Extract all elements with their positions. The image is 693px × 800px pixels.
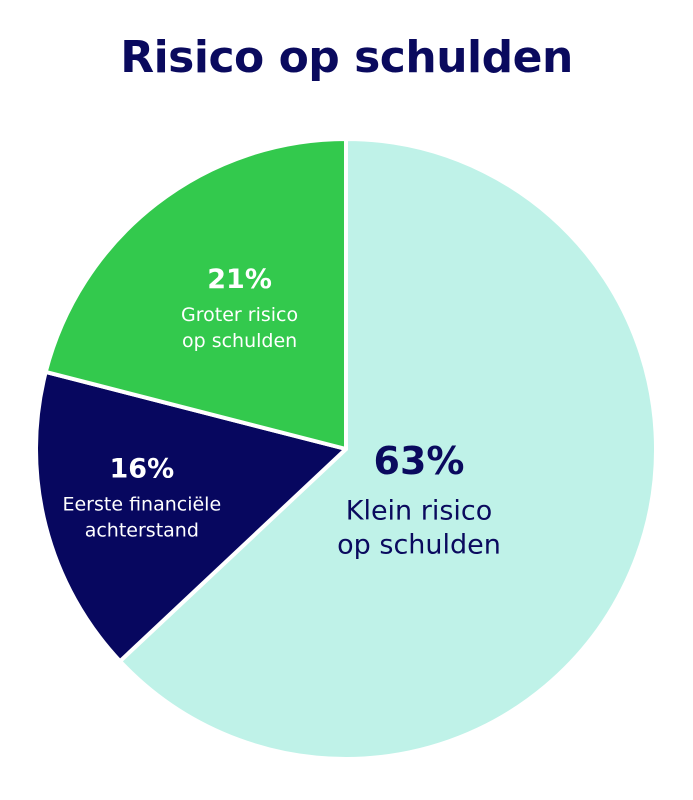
slice-category-label-2-line-1: op schulden bbox=[182, 330, 297, 352]
slice-category-label-1-line-1: achterstand bbox=[85, 520, 199, 542]
pie-slice-0 bbox=[118, 137, 658, 761]
slice-category-label-0-line-0: Klein risico bbox=[346, 496, 493, 527]
pie-slice-2 bbox=[43, 137, 348, 451]
slice-value-label-0: 63% bbox=[374, 439, 465, 483]
slice-category-label-0-line-1: op schulden bbox=[337, 530, 501, 561]
slice-value-label-2: 21% bbox=[207, 264, 272, 295]
slice-category-label-2-line-0: Groter risico bbox=[181, 304, 298, 326]
slice-value-label-1: 16% bbox=[110, 454, 175, 485]
pie-slices bbox=[34, 137, 658, 761]
slice-category-label-1-line-0: Eerste financiële bbox=[62, 494, 221, 516]
chart-title: Risico op schulden bbox=[120, 32, 573, 83]
pie-slice-1 bbox=[34, 369, 348, 664]
